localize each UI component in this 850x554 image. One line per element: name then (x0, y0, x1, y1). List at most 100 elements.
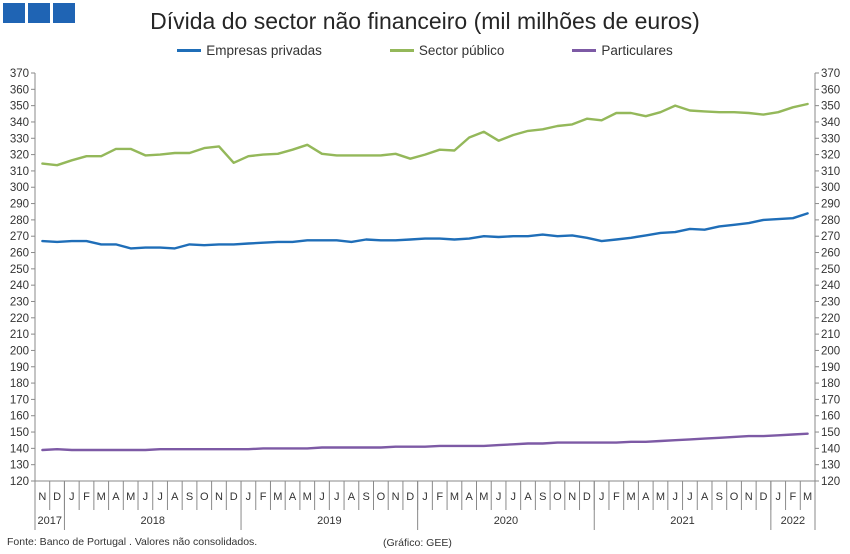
x-tick-label-month: S (362, 491, 369, 503)
y-tick-label-left: 170 (10, 394, 29, 406)
x-tick-label-month: N (38, 491, 46, 503)
y-tick-label-right: 300 (821, 182, 840, 194)
logo (3, 3, 75, 23)
y-tick-label-right: 290 (821, 199, 840, 211)
x-tick-label-month: A (642, 491, 650, 503)
y-tick-label-left: 210 (10, 329, 29, 341)
y-tick-label-right: 350 (821, 101, 840, 113)
x-tick-label-year: 2017 (37, 515, 61, 527)
y-tick-label-left: 140 (10, 443, 29, 455)
series-line-empresas-privadas (41, 212, 809, 250)
y-tick-label-right: 180 (821, 378, 840, 390)
x-tick-label-month: J (157, 491, 163, 503)
y-tick-label-right: 370 (821, 68, 840, 80)
x-tick-label-month: N (392, 491, 400, 503)
y-tick-label-right: 310 (821, 166, 840, 178)
x-tick-label-month: O (377, 491, 386, 503)
x-tick-label-month: O (730, 491, 739, 503)
y-tick-label-left: 330 (10, 133, 29, 145)
x-tick-label-month: M (303, 491, 312, 503)
y-tick-label-right: 260 (821, 248, 840, 260)
y-tick-label-right: 200 (821, 345, 840, 357)
legend-label-empresas-privadas: Empresas privadas (206, 43, 322, 58)
y-tick-label-left: 320 (10, 150, 29, 162)
y-tick-label-left: 200 (10, 345, 29, 357)
x-tick-label-month: A (289, 491, 297, 503)
x-tick-label-month: A (348, 491, 356, 503)
x-tick-label-month: J (143, 491, 149, 503)
logo-square-3 (53, 3, 75, 23)
x-tick-label-month: D (230, 491, 238, 503)
x-tick-label-month: N (745, 491, 753, 503)
x-tick-label-month: J (672, 491, 678, 503)
legend-item-empresas-privadas: Empresas privadas (177, 43, 322, 58)
x-tick-label-month: N (568, 491, 576, 503)
y-tick-label-right: 250 (821, 264, 840, 276)
x-tick-label-month: J (422, 491, 428, 503)
x-tick-label-month: M (97, 491, 106, 503)
x-tick-label-month: M (479, 491, 488, 503)
x-tick-label-year: 2018 (140, 515, 164, 527)
legend-swatch-sector-publico (389, 49, 414, 52)
x-tick-label-month: F (436, 491, 443, 503)
y-tick-label-left: 220 (10, 313, 29, 325)
y-tick-label-right: 240 (821, 280, 840, 292)
chart-title: Dívida do sector não financeiro (mil mil… (150, 8, 700, 34)
x-tick-label-month: J (599, 491, 605, 503)
y-tick-label-left: 120 (10, 476, 29, 488)
legend-label-particulares: Particulares (601, 43, 673, 58)
y-tick-label-right: 150 (821, 427, 840, 439)
y-tick-label-right: 220 (821, 313, 840, 325)
x-tick-label-month: M (803, 491, 812, 503)
y-tick-label-left: 240 (10, 280, 29, 292)
x-tick-label-month: M (273, 491, 282, 503)
x-tick-label-month: S (716, 491, 723, 503)
y-tick-label-left: 190 (10, 362, 29, 374)
y-tick-label-left: 370 (10, 68, 29, 80)
x-tick-label-month: J (246, 491, 252, 503)
x-tick-label-month: D (406, 491, 414, 503)
y-tick-label-right: 340 (821, 117, 840, 129)
x-tick-label-month: J (496, 491, 502, 503)
x-tick-label-month: A (171, 491, 179, 503)
y-tick-label-left: 180 (10, 378, 29, 390)
x-tick-label-month: J (775, 491, 781, 503)
y-tick-label-right: 140 (821, 443, 840, 455)
x-tick-label-year: 2021 (670, 515, 694, 527)
y-tick-label-left: 290 (10, 199, 29, 211)
y-tick-label-right: 120 (821, 476, 840, 488)
source-note: Fonte: Banco de Portugal . Valores não c… (7, 536, 258, 548)
x-tick-label-month: M (656, 491, 665, 503)
x-tick-label-month: J (319, 491, 325, 503)
x-tick-label-month: M (626, 491, 635, 503)
legend-swatch-empresas-privadas (177, 49, 202, 52)
y-tick-label-left: 150 (10, 427, 29, 439)
x-tick-label-month: J (334, 491, 340, 503)
x-tick-label-month: F (790, 491, 797, 503)
x-tick-label-month: J (69, 491, 75, 503)
x-tick-label-month: S (539, 491, 546, 503)
y-tick-label-left: 260 (10, 248, 29, 260)
x-tick-label-month: M (126, 491, 135, 503)
y-tick-label-left: 130 (10, 460, 29, 472)
y-tick-label-left: 250 (10, 264, 29, 276)
x-tick-label-year: 2022 (781, 515, 805, 527)
y-tick-label-right: 320 (821, 150, 840, 162)
x-tick-label-month: F (260, 491, 267, 503)
y-tick-label-left: 300 (10, 182, 29, 194)
x-tick-label-month: D (583, 491, 591, 503)
legend-item-particulares: Particulares (572, 43, 673, 58)
x-tick-label-month: A (701, 491, 709, 503)
y-tick-label-right: 190 (821, 362, 840, 374)
x-tick-label-month: D (760, 491, 768, 503)
x-tick-label-year: 2020 (494, 515, 518, 527)
x-tick-label-month: J (687, 491, 693, 503)
x-tick-label-month: N (215, 491, 223, 503)
chart-legend: Empresas privadas Sector público Particu… (0, 43, 850, 58)
x-tick-label-month: S (186, 491, 193, 503)
series-line-sector-publico (41, 102, 809, 167)
logo-square-2 (28, 3, 50, 23)
x-tick-label-month: O (553, 491, 562, 503)
chart-credit: (Gráfico: GEE) (383, 537, 452, 549)
